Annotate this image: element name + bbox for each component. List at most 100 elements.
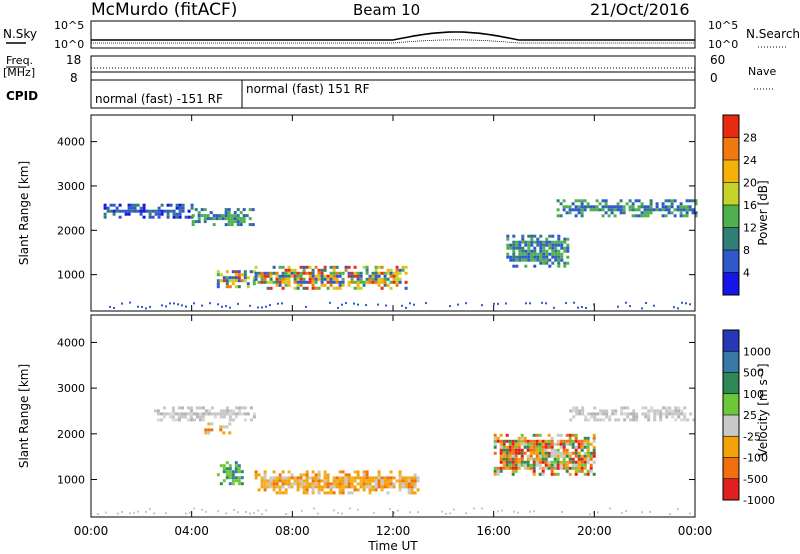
echo-cell (542, 261, 546, 265)
echo-cell (532, 448, 536, 452)
echo-cell (121, 209, 125, 213)
echo-cell (332, 268, 336, 272)
echo-cell (523, 463, 527, 467)
echo-cell (389, 280, 393, 284)
ground-scatter-cell (113, 307, 115, 309)
cpid-label: CPID (6, 89, 38, 103)
echo-cell (632, 418, 636, 422)
echo-cell (674, 418, 678, 422)
echo-cell (203, 220, 207, 224)
echo-cell (398, 476, 402, 480)
echo-cell (614, 418, 618, 422)
echo-cell (323, 265, 327, 269)
colorbar-swatch (723, 330, 739, 352)
echo-cell (568, 460, 572, 464)
echo-cell (563, 240, 567, 244)
ground-scatter-cell (589, 513, 591, 516)
echo-cell (365, 271, 369, 275)
echo-cell (347, 485, 351, 489)
echo-cell (317, 470, 321, 474)
echo-cell (556, 433, 560, 437)
echo-cell (530, 249, 534, 253)
ground-scatter-cell (689, 512, 691, 515)
echo-cell (502, 445, 506, 449)
echo-cell (665, 412, 669, 416)
echo-cell (521, 258, 525, 262)
echo-cell (559, 451, 563, 455)
y-tick-label: 2000 (57, 224, 85, 237)
echo-cell (159, 412, 163, 416)
echo-cell (371, 476, 375, 480)
echo-cell (508, 451, 512, 455)
echo-cell (574, 433, 578, 437)
echo-cell (338, 470, 342, 474)
echo-cell (362, 482, 366, 486)
echo-cell (374, 265, 378, 269)
echo-cell (242, 217, 246, 221)
echo-cell (529, 448, 533, 452)
echo-cell (515, 258, 519, 262)
echo-cell (554, 243, 558, 247)
cpid-strip-frame (90, 79, 696, 109)
echo-cell (553, 442, 557, 446)
echo-cell (178, 215, 182, 219)
echo-cell (320, 485, 324, 489)
echo-cell (287, 268, 291, 272)
echo-cell (511, 469, 515, 473)
echo-cell (521, 255, 525, 259)
echo-cell (566, 246, 570, 250)
echo-cell (278, 479, 282, 483)
echo-cell (263, 479, 267, 483)
echo-cell (341, 479, 345, 483)
echo-cell (694, 199, 698, 203)
echo-cell (374, 271, 378, 275)
echo-cell (613, 205, 617, 209)
echo-cell (551, 249, 555, 253)
echo-cell (616, 205, 620, 209)
echo-cell (649, 205, 653, 209)
echo-cell (228, 422, 232, 426)
colorbar-swatch (723, 457, 739, 479)
echo-cell (215, 217, 219, 221)
echo-cell (548, 243, 552, 247)
echo-cell (509, 246, 513, 250)
echo-cell (320, 280, 324, 284)
echo-cell (311, 286, 315, 290)
echo-cell (616, 208, 620, 212)
echo-cell (583, 472, 587, 476)
echo-cell (266, 286, 270, 290)
echo-cell (553, 457, 557, 461)
echo-cell (532, 442, 536, 446)
echo-cell (251, 208, 255, 212)
echo-cell (530, 258, 534, 262)
echo-cell (556, 463, 560, 467)
ground-scatter-cell (541, 301, 543, 304)
echo-cell (527, 252, 531, 256)
echo-cell (194, 208, 198, 212)
echo-cell (559, 202, 563, 206)
echo-cell (557, 252, 561, 256)
echo-cell (541, 454, 545, 458)
echo-cell (548, 240, 552, 244)
echo-cell (254, 277, 258, 281)
echo-cell (541, 448, 545, 452)
echo-cell (257, 280, 261, 284)
echo-cell (595, 199, 599, 203)
echo-cell (640, 214, 644, 218)
echo-cell (368, 491, 372, 495)
echo-cell (234, 406, 238, 410)
echo-cell (610, 205, 614, 209)
echo-cell (314, 277, 318, 281)
echo-cell (225, 473, 229, 477)
echo-cell (353, 485, 357, 489)
echo-cell (293, 280, 297, 284)
echo-cell (212, 217, 216, 221)
echo-cell (511, 448, 515, 452)
echo-cell (653, 409, 657, 413)
echo-cell (505, 457, 509, 461)
echo-cell (275, 277, 279, 281)
echo-cell (545, 243, 549, 247)
noise-strip-frame (90, 20, 696, 49)
echo-cell (502, 460, 506, 464)
